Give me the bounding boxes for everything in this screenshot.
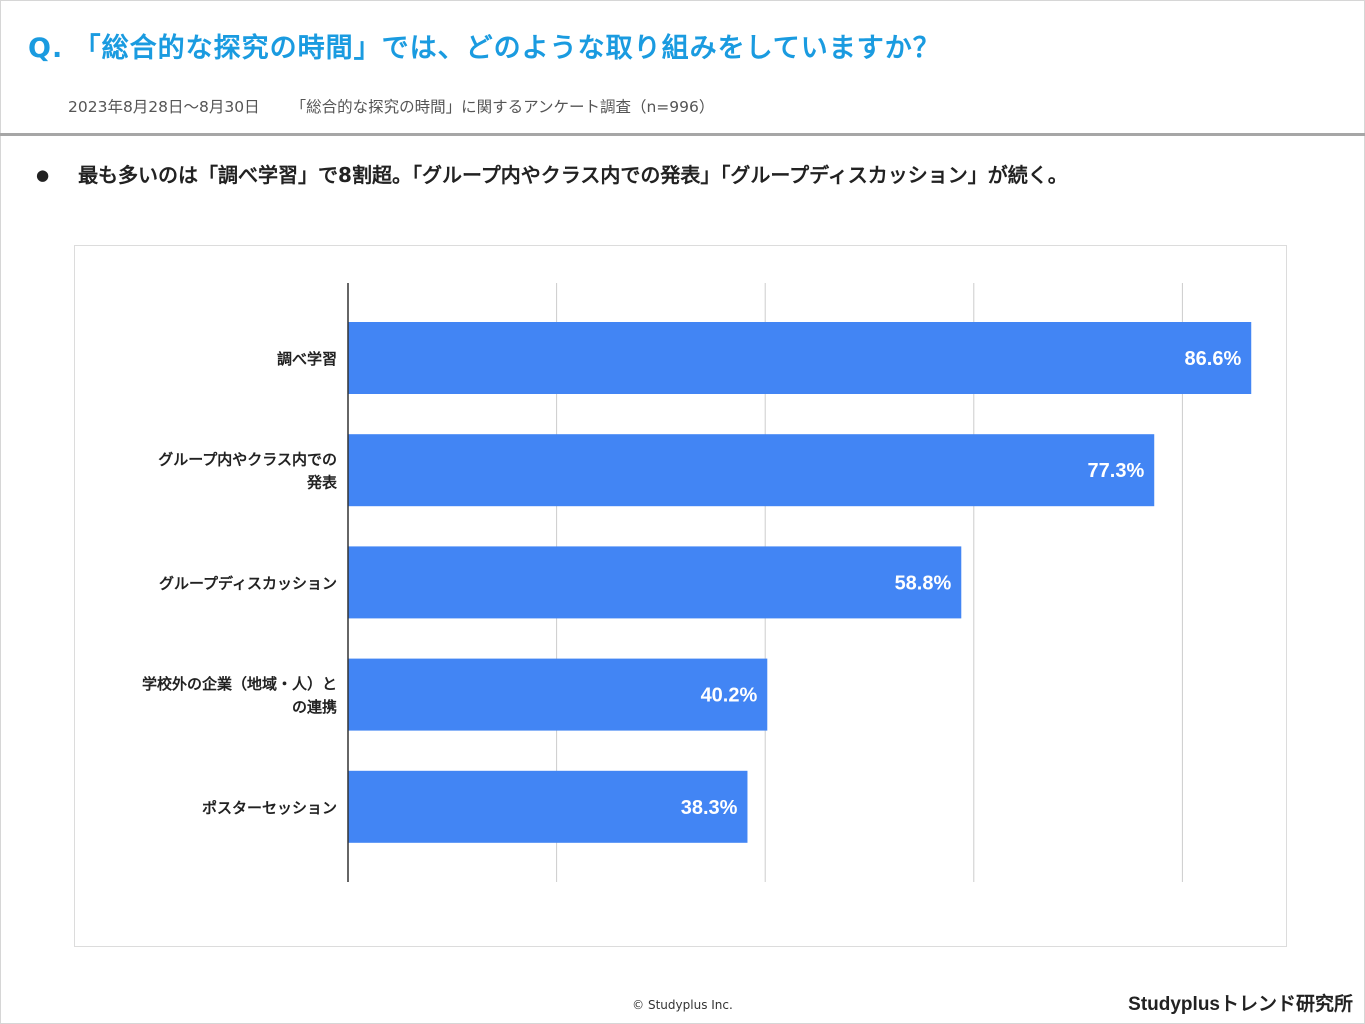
summary-line: ● 最も多いのは「調べ学習」で8割超。「グループ内やクラス内での発表」「グループ… — [36, 159, 1068, 188]
copyright: © Studyplus Inc. — [632, 998, 733, 1012]
question-title: Q. 「総合的な探究の時間」では、どのような取り組みをしていますか？ — [28, 33, 941, 64]
category-label: 学校外の企業（地域・人）と — [142, 675, 337, 693]
header: Q. 「総合的な探究の時間」では、どのような取り組みをしていますか？ 2023年… — [0, 0, 1365, 136]
summary-text: 最も多いのは「調べ学習」で8割超。「グループ内やクラス内での発表」「グループディ… — [78, 163, 1068, 187]
survey-subtitle: 2023年8月28日～8月30日 「総合的な探究の時間」に関するアンケート調査（… — [68, 95, 714, 117]
bar — [348, 770, 748, 843]
bar — [348, 322, 1252, 394]
bar-value-label: 38.3% — [681, 797, 738, 819]
bullet-icon: ● — [36, 166, 50, 184]
bar — [348, 434, 1155, 507]
category-label: ポスターセッション — [202, 799, 337, 817]
bar-value-label: 40.2% — [701, 685, 758, 707]
bar — [348, 658, 768, 731]
bar-chart: 86.6% 調べ学習 77.3% グループ内やクラス内での発表 58.8% グループディス… — [142, 283, 1252, 882]
category-label: の連携 — [292, 698, 337, 716]
chart-container: 86.6% 調べ学習 77.3% グループ内やクラス内での発表 58.8% グループディス… — [74, 245, 1287, 947]
category-label: 発表 — [306, 474, 338, 492]
category-label: グループディスカッション — [159, 574, 337, 592]
bar — [348, 546, 962, 619]
survey-date: 2023年8月28日～8月30日 — [68, 98, 260, 116]
bar-value-label: 86.6% — [1185, 348, 1242, 370]
category-label: 調べ学習 — [277, 350, 337, 368]
bar-value-label: 77.3% — [1088, 460, 1145, 482]
header-divider — [0, 133, 1365, 136]
survey-name: 「総合的な探究の時間」に関するアンケート調査（n=996） — [290, 98, 715, 116]
brand-logo-text: Studyplusトレンド研究所 — [1128, 994, 1353, 1015]
bar-value-label: 58.8% — [895, 572, 952, 594]
category-label: グループ内やクラス内での — [158, 451, 337, 469]
